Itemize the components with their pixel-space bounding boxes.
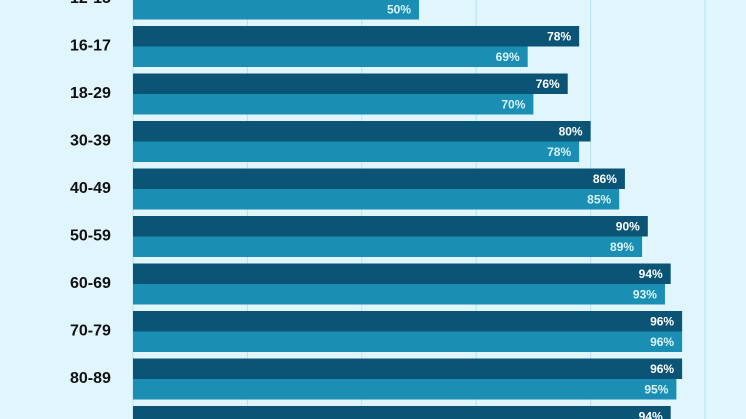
- bar: [133, 331, 683, 352]
- bar: [133, 141, 580, 162]
- value-label: 93%: [633, 287, 657, 301]
- bar: [133, 216, 648, 237]
- bar: [133, 26, 580, 47]
- value-label: 76%: [536, 77, 560, 91]
- value-label: 96%: [650, 314, 674, 328]
- value-label: 96%: [650, 335, 674, 349]
- bar: [133, 189, 620, 210]
- bar: [133, 236, 643, 257]
- bar: [133, 0, 419, 20]
- bar: [133, 121, 591, 142]
- bar: [133, 46, 528, 67]
- value-label: 95%: [644, 382, 668, 396]
- category-label: 30-39: [70, 133, 111, 150]
- category-label: 70-79: [70, 323, 111, 340]
- value-label: 70%: [501, 97, 525, 111]
- value-label: 78%: [547, 29, 571, 43]
- value-label: 96%: [650, 362, 674, 376]
- bar: [133, 358, 683, 379]
- bar: [133, 73, 568, 94]
- bar: [133, 379, 677, 400]
- value-label: 86%: [593, 172, 617, 186]
- bar: [133, 263, 671, 284]
- value-label: 89%: [610, 240, 634, 254]
- category-label: 16-17: [70, 38, 111, 55]
- category-label: 80-89: [70, 370, 111, 387]
- bar: [133, 284, 665, 305]
- category-label: 60-69: [70, 275, 111, 292]
- category-label: 12-15: [70, 0, 111, 7]
- value-label: 85%: [587, 192, 611, 206]
- category-label: 50-59: [70, 228, 111, 245]
- value-label: 80%: [559, 124, 583, 138]
- category-label: 40-49: [70, 180, 111, 197]
- category-label: 18-29: [70, 85, 111, 102]
- bar: [133, 406, 671, 419]
- value-label: 78%: [547, 145, 571, 159]
- value-label: 94%: [639, 409, 663, 419]
- value-label: 50%: [387, 2, 411, 16]
- bar: [133, 94, 534, 115]
- bar: [133, 311, 683, 332]
- value-label: 94%: [639, 267, 663, 281]
- value-label: 90%: [616, 219, 640, 233]
- bar: [133, 168, 625, 189]
- value-label: 69%: [496, 50, 520, 64]
